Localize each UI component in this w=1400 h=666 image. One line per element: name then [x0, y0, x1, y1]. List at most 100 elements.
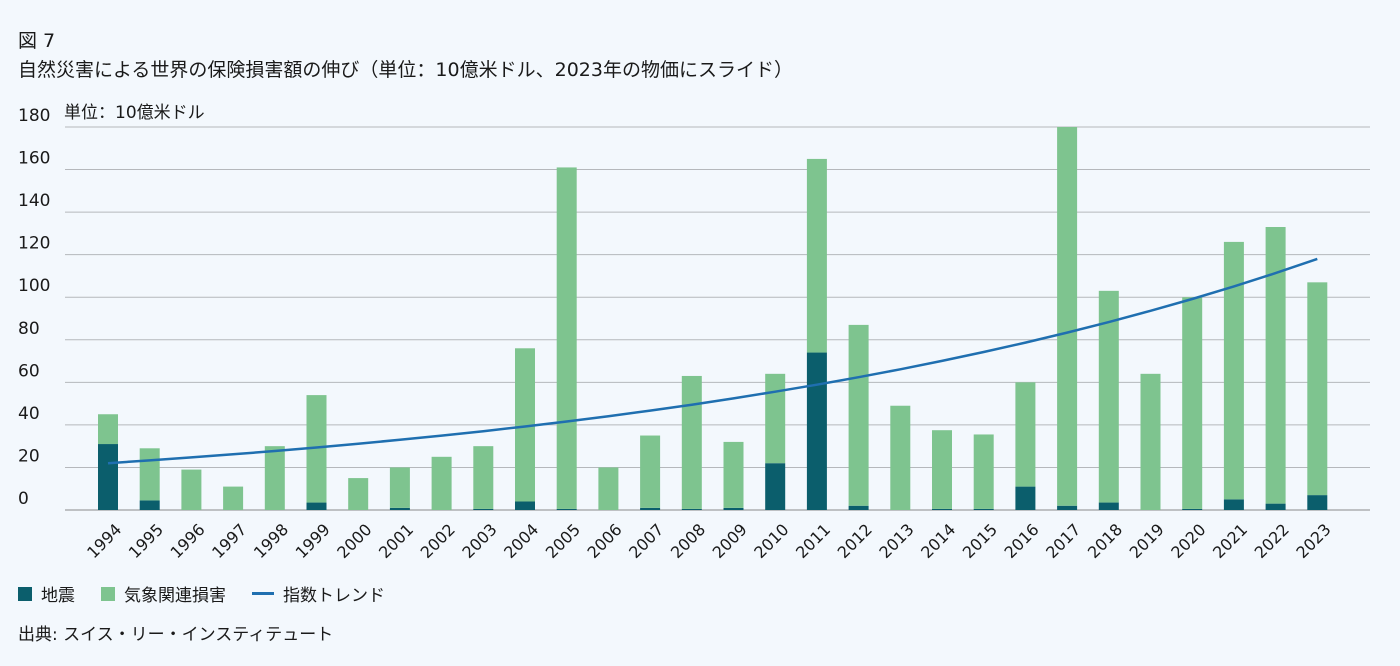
x-tick-label: 2017: [1042, 520, 1084, 562]
bar-earthquake: [515, 501, 535, 510]
bar-earthquake: [98, 444, 118, 510]
bar-earthquake: [723, 507, 744, 510]
bar-earthquake: [556, 508, 577, 510]
bar-weather: [598, 467, 619, 510]
bar-weather: [1307, 282, 1328, 496]
x-tick-label: 2023: [1292, 520, 1334, 562]
source-note: 出典: スイス・リー・インスティテュート: [18, 625, 334, 645]
x-tick-label: 2004: [500, 520, 542, 562]
legend-item-weather: 気象関連損害: [101, 581, 226, 606]
x-tick-label: 2011: [792, 520, 834, 562]
y-tick-label: 40: [18, 404, 40, 424]
bar-weather: [431, 456, 452, 510]
bar-weather: [806, 158, 827, 353]
x-tick-label: 2015: [959, 520, 1001, 562]
y-tick-label: 100: [18, 276, 50, 296]
x-tick-label: 2016: [1000, 520, 1042, 562]
bar-weather: [306, 395, 327, 503]
bar-weather: [139, 448, 160, 501]
bar-earthquake: [640, 507, 661, 510]
bar-earthquake: [139, 500, 160, 510]
bar-earthquake: [1223, 499, 1244, 510]
y-tick-label: 160: [18, 149, 50, 169]
x-tick-label: 2001: [375, 520, 417, 562]
bar-weather: [348, 478, 369, 510]
bar-weather: [890, 405, 911, 510]
y-tick-label: 0: [18, 489, 29, 509]
bar-weather: [556, 167, 577, 509]
bars: [98, 127, 1328, 510]
bar-earthquake: [1098, 502, 1119, 510]
x-tick-label: 1996: [166, 520, 208, 562]
bar-earthquake: [681, 508, 702, 510]
bar-weather: [1098, 290, 1119, 503]
x-tick-label: 2014: [917, 520, 959, 562]
x-tick-label: 2019: [1126, 520, 1168, 562]
figure-label: 図 7: [18, 30, 56, 52]
x-tick-label: 2013: [875, 520, 917, 562]
bar-weather: [515, 348, 535, 502]
bar-weather: [723, 441, 744, 508]
bar-earthquake: [765, 463, 786, 510]
x-tick-label: 1998: [250, 520, 292, 562]
y-tick-label: 120: [18, 234, 50, 254]
bar-weather: [1265, 227, 1286, 504]
legend-swatch-trend: [252, 592, 274, 595]
bar-weather: [1182, 297, 1203, 509]
bar-earthquake: [1307, 495, 1328, 510]
x-tick-label: 2010: [750, 520, 792, 562]
x-tick-label: 2022: [1251, 520, 1293, 562]
x-tick-label: 1994: [83, 520, 125, 562]
y-tick-labels: 0 20 40 60 80 100 120 140 160 180: [18, 106, 50, 509]
y-tick-label: 20: [18, 446, 40, 466]
bar-weather: [1057, 127, 1078, 506]
x-tick-label: 2002: [417, 520, 459, 562]
x-tick-label: 2018: [1084, 520, 1126, 562]
bar-weather: [1140, 373, 1161, 510]
bar-weather: [98, 414, 118, 445]
bar-weather: [223, 486, 244, 510]
x-tick-label: 2005: [542, 520, 584, 562]
y-tick-label: 60: [18, 361, 40, 381]
x-tick-label: 2003: [458, 520, 500, 562]
x-tick-label: 2006: [583, 520, 625, 562]
bar-weather: [932, 430, 952, 509]
bar-weather: [181, 469, 202, 510]
x-tick-labels: 1994 1995 1996 1997 1998 1999 2000 2001 2002 2003…: [83, 520, 1335, 562]
bar-weather: [848, 324, 869, 506]
bar-earthquake: [1057, 505, 1078, 510]
legend-swatch-weather: [101, 586, 115, 601]
legend: 地震 気象関連損害 指数トレンド: [18, 581, 411, 606]
bar-earthquake: [1265, 503, 1286, 510]
bar-weather: [1015, 382, 1036, 487]
x-tick-label: 1999: [292, 520, 334, 562]
x-tick-label: 2007: [625, 520, 667, 562]
bar-earthquake: [932, 508, 952, 510]
bar-earthquake: [1182, 508, 1203, 510]
y-tick-label: 140: [18, 191, 50, 211]
trend-line: [107, 257, 1318, 465]
bar-earthquake: [473, 508, 494, 510]
bar-weather: [765, 373, 786, 464]
y-tick-label: 180: [18, 106, 50, 126]
bar-weather: [640, 435, 661, 508]
legend-swatch-earthquake: [18, 586, 32, 601]
x-tick-label: 2000: [333, 520, 375, 562]
x-tick-label: 1995: [125, 520, 167, 562]
bar-earthquake: [389, 507, 410, 510]
bar-weather: [389, 467, 410, 508]
x-tick-label: 2008: [667, 520, 709, 562]
x-tick-label: 2020: [1167, 520, 1209, 562]
bar-weather: [1223, 241, 1244, 500]
legend-item-trend: 指数トレンド: [252, 581, 385, 606]
x-tick-label: 2009: [709, 520, 751, 562]
bar-earthquake: [306, 502, 327, 510]
legend-label-weather: 気象関連損害: [124, 586, 226, 606]
bar-earthquake: [806, 352, 827, 510]
chart-title: 自然災害による世界の保険損害額の伸び（単位：10億米ドル、2023年の物価にスラ…: [18, 59, 793, 81]
x-tick-label: 1997: [208, 520, 250, 562]
legend-item-earthquake: 地震: [18, 581, 75, 606]
bar-earthquake: [848, 505, 869, 510]
bar-weather: [973, 434, 994, 509]
